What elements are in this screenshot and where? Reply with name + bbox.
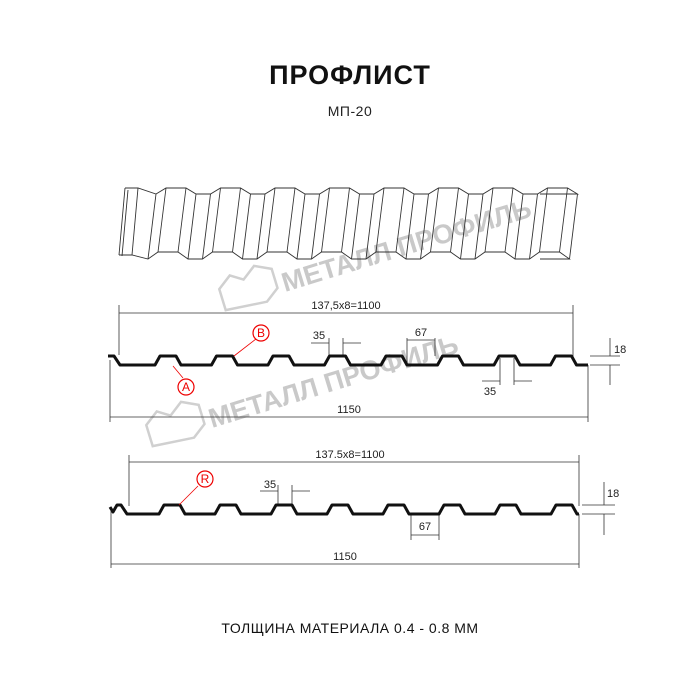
top-width-label-2: 35 <box>264 479 276 491</box>
watermark-text: МЕТАЛЛ ПРОФИЛЬ <box>205 329 462 434</box>
marker-r <box>196 470 214 488</box>
marker-r-label: R <box>201 472 210 486</box>
gap-label-2: 67 <box>419 521 431 533</box>
page-title: ПРОФЛИСТ <box>269 60 431 90</box>
height-label-1: 18 <box>614 344 626 356</box>
pitch-label-1: 137,5x8=1100 <box>311 300 380 312</box>
bottom-width-label-1: 35 <box>484 386 496 398</box>
page-subtitle: МП-20 <box>327 103 373 119</box>
gap-label-1: 67 <box>415 327 427 339</box>
marker-a-label: A <box>182 380 190 394</box>
marker-b-label: B <box>257 326 265 340</box>
top-width-label-1: 35 <box>313 330 325 342</box>
watermark-text: МЕТАЛЛ ПРОФИЛЬ <box>278 193 535 298</box>
profile-1 <box>108 305 620 422</box>
watermark-logo-icon <box>217 264 279 312</box>
material-thickness-note: ТОЛЩИНА МАТЕРИАЛА 0.4 - 0.8 ММ <box>221 620 479 636</box>
height-label-2: 18 <box>607 488 619 500</box>
watermark-2: МЕТАЛЛ ПРОФИЛЬ <box>144 329 462 448</box>
total-label-2: 1150 <box>333 551 357 563</box>
watermark-logo-icon <box>144 400 206 448</box>
marker-b <box>252 324 270 342</box>
total-label-1: 1150 <box>337 404 361 416</box>
sheet-perspective-view <box>118 187 580 260</box>
marker-a <box>177 378 195 396</box>
profile-2 <box>108 455 615 568</box>
pitch-label-2: 137.5x8=1100 <box>315 449 384 461</box>
